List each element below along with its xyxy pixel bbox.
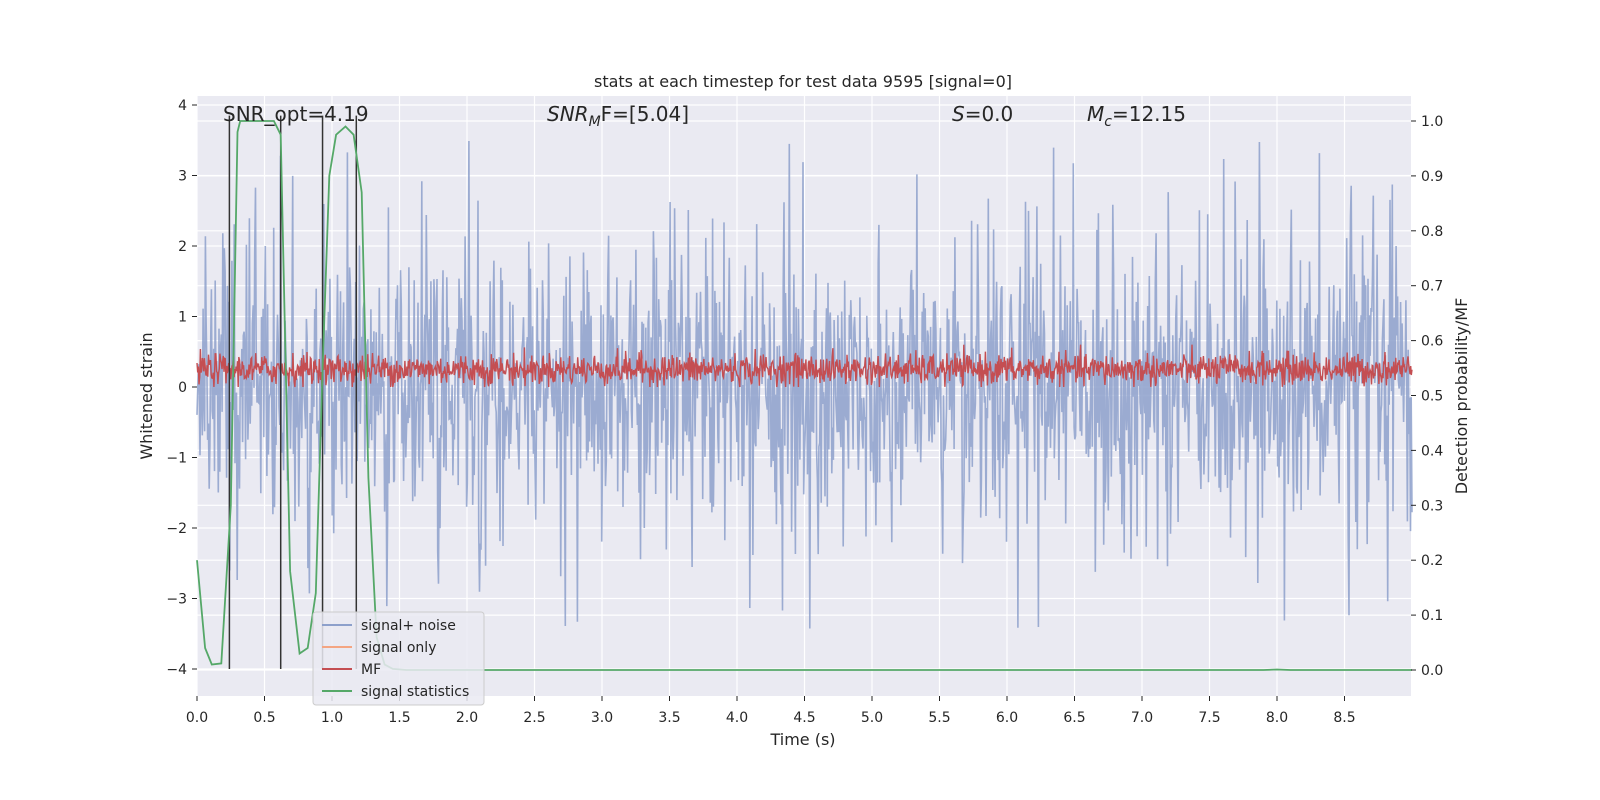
x-tick-label: 5.0 (861, 710, 883, 726)
y-left-tick-label: 1 (178, 310, 187, 326)
x-tick-label: 0.5 (253, 710, 275, 726)
annotation-snr-mf-tail: F=[5.04] (601, 102, 689, 126)
x-tick-label: 2.0 (456, 710, 478, 726)
x-tick-label: 3.5 (658, 710, 680, 726)
y-right-tick-label: 0.5 (1421, 389, 1443, 405)
y-right-tick-label: 0.0 (1421, 663, 1443, 679)
y-right-tick-label: 1.0 (1421, 114, 1443, 130)
y-left-axis-ticks: −4 −3 −2 −1 0 1 2 3 4 (166, 98, 197, 678)
x-tick-label: 5.5 (928, 710, 950, 726)
y-left-tick-label: −1 (166, 451, 187, 467)
annotation-s-base: S (952, 102, 965, 126)
y-right-tick-label: 0.1 (1421, 608, 1443, 624)
x-tick-label: 1.0 (321, 710, 343, 726)
y-right-tick-label: 0.6 (1421, 334, 1443, 350)
y-right-tick-label: 0.3 (1421, 498, 1443, 514)
x-tick-label: 1.5 (388, 710, 410, 726)
y-right-axis-ticks: 0.0 0.1 0.2 0.3 0.4 0.5 0.6 0.7 0.8 0.9 1.0 (1411, 114, 1443, 679)
y-left-tick-label: 0 (178, 380, 187, 396)
y-right-tick-label: 0.7 (1421, 279, 1443, 295)
x-tick-label: 8.5 (1333, 710, 1355, 726)
x-tick-label: 4.0 (726, 710, 748, 726)
y-left-tick-label: 4 (178, 98, 187, 114)
y-right-tick-label: 0.4 (1421, 443, 1443, 459)
legend-entry-signal-only: signal only (361, 640, 436, 656)
annotations: SNR_opt=4.19 SNRMF=[5.04] S=0.0 Mc=12.15 (223, 102, 1186, 130)
annotation-mc-sub: c (1104, 114, 1112, 130)
x-tick-label: 4.5 (793, 710, 815, 726)
annotation-snr-opt: SNR_opt=4.19 (223, 102, 369, 126)
y-left-tick-label: −3 (166, 592, 187, 608)
x-tick-label: 6.0 (996, 710, 1018, 726)
x-tick-label: 8.0 (1266, 710, 1288, 726)
legend-entry-mf: MF (361, 662, 381, 678)
signal-noise-line (196, 140, 1413, 629)
x-axis-label: Time (s) (769, 730, 835, 749)
annotation-mc: Mc=12.15 (1087, 102, 1186, 130)
plot-area (196, 96, 1413, 696)
annotation-snr-mf: SNRMF=[5.04] (547, 102, 689, 130)
y-left-tick-label: 2 (178, 239, 187, 255)
legend-entry-signal-noise: signal+ noise (361, 618, 456, 634)
signal-statistics-series (196, 120, 1412, 671)
annotation-mc-base: M (1087, 102, 1104, 126)
x-axis-ticks: 0.0 0.5 1.0 1.5 2.0 2.5 3.0 3.5 4.0 4.5 5.0 5.5 6.0 6… (186, 696, 1356, 726)
y-left-tick-label: 3 (178, 169, 187, 185)
y-left-tick-label: −2 (166, 521, 187, 537)
y-right-tick-label: 0.2 (1421, 553, 1443, 569)
y-left-axis-label: Whitened strain (137, 332, 156, 459)
y-left-tick-label: −4 (166, 662, 187, 678)
x-tick-label: 0.0 (186, 710, 208, 726)
x-tick-label: 2.5 (523, 710, 545, 726)
mf-line (196, 344, 1413, 388)
x-tick-label: 7.5 (1198, 710, 1220, 726)
annotation-mc-tail: =12.15 (1112, 102, 1186, 126)
y-right-axis-label: Detection probability/MF (1452, 298, 1471, 495)
legend-entry-signal-statistics: signal statistics (361, 684, 469, 700)
y-right-tick-label: 0.9 (1421, 169, 1443, 185)
annotation-s: S=0.0 (952, 102, 1013, 126)
signal-statistics-line (196, 120, 1412, 671)
annotation-s-tail: =0.0 (965, 102, 1014, 126)
annotation-snr-mf-sub: M (589, 114, 601, 130)
x-tick-label: 7.0 (1131, 710, 1153, 726)
x-tick-label: 3.0 (591, 710, 613, 726)
y-right-tick-label: 0.8 (1421, 224, 1443, 240)
legend: signal+ noise signal only MF signal stat… (312, 611, 485, 706)
mf-series (196, 344, 1413, 388)
x-tick-label: 6.5 (1063, 710, 1085, 726)
legend-box (312, 611, 485, 706)
annotation-snr-mf-base: SNR (547, 102, 589, 126)
chart-title: stats at each timestep for test data 959… (594, 72, 1012, 91)
signal-noise-series (196, 140, 1413, 629)
